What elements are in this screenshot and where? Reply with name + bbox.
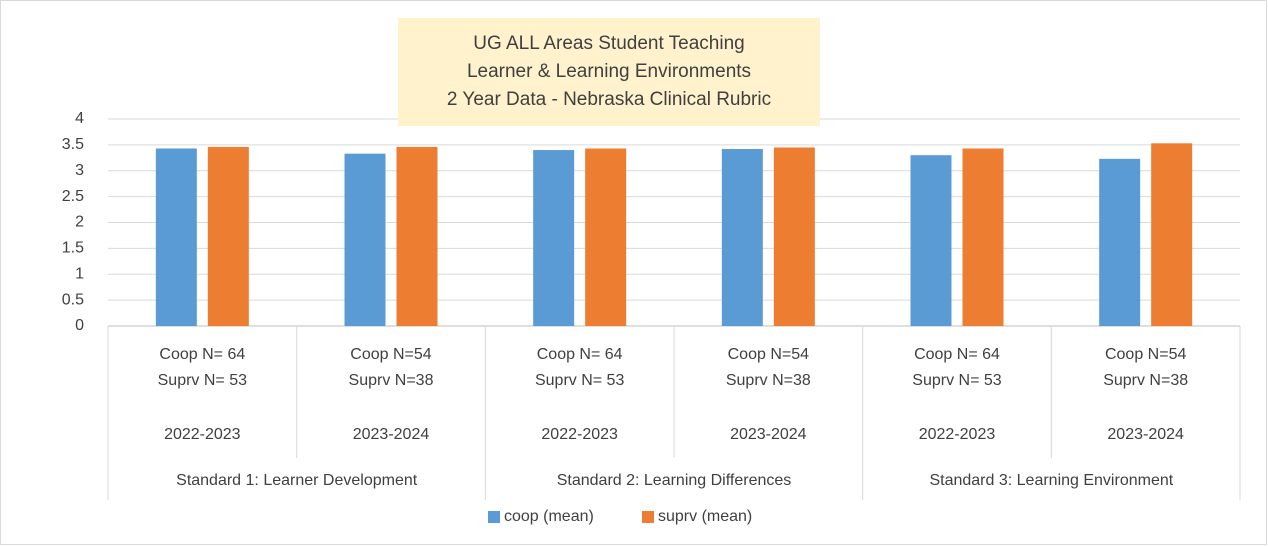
bar xyxy=(207,146,249,326)
chart-title: UG ALL Areas Student Teaching xyxy=(473,33,744,54)
y-tick-label: 0.5 xyxy=(62,291,84,308)
bar xyxy=(1099,158,1141,326)
x-tick-label: Suprv N=38 xyxy=(349,372,434,389)
year-label: 2022-2023 xyxy=(919,426,996,443)
group-label: Standard 1: Learner Development xyxy=(176,472,418,489)
legend-label: coop (mean) xyxy=(504,508,594,525)
x-tick-label: Suprv N= 53 xyxy=(158,372,247,389)
y-tick-label: 3 xyxy=(75,162,84,179)
bar xyxy=(773,147,815,326)
legend-swatch xyxy=(642,511,654,523)
bar xyxy=(721,149,763,326)
group-label: Standard 3: Learning Environment xyxy=(929,472,1173,489)
y-tick-label: 1 xyxy=(75,265,84,282)
bar xyxy=(910,155,952,326)
x-tick-label: Coop N= 64 xyxy=(159,346,245,363)
x-tick-label: Coop N=54 xyxy=(350,346,431,363)
chart-title: Learner & Learning Environments xyxy=(467,61,751,82)
y-tick-label: 3.5 xyxy=(62,136,84,153)
chart-title: 2 Year Data - Nebraska Clinical Rubric xyxy=(447,89,771,110)
year-label: 2023-2024 xyxy=(730,426,807,443)
title-box xyxy=(398,18,820,126)
bar xyxy=(533,150,575,326)
year-label: 2023-2024 xyxy=(353,426,430,443)
x-tick-label: Coop N=54 xyxy=(1105,346,1186,363)
y-tick-label: 4 xyxy=(75,110,84,127)
year-label: 2022-2023 xyxy=(541,426,618,443)
x-tick-label: Coop N=54 xyxy=(728,346,809,363)
x-tick-label: Suprv N= 53 xyxy=(912,372,1001,389)
y-tick-label: 0 xyxy=(75,317,84,334)
y-tick-label: 2.5 xyxy=(62,188,84,205)
x-tick-label: Suprv N=38 xyxy=(1103,372,1188,389)
legend-label: suprv (mean) xyxy=(658,508,752,525)
x-tick-label: Coop N= 64 xyxy=(914,346,1000,363)
x-tick-label: Suprv N= 53 xyxy=(535,372,624,389)
y-tick-label: 2 xyxy=(75,214,84,231)
year-label: 2022-2023 xyxy=(164,426,241,443)
x-tick-label: Coop N= 64 xyxy=(537,346,623,363)
year-label: 2023-2024 xyxy=(1107,426,1184,443)
bar xyxy=(396,146,438,326)
group-label: Standard 2: Learning Differences xyxy=(557,472,792,489)
legend-swatch xyxy=(488,511,500,523)
bar xyxy=(344,153,386,326)
bar xyxy=(155,148,197,326)
bar xyxy=(585,148,627,326)
bar xyxy=(962,148,1004,326)
y-tick-label: 1.5 xyxy=(62,240,84,257)
bar xyxy=(1151,143,1193,326)
x-tick-label: Suprv N=38 xyxy=(726,372,811,389)
